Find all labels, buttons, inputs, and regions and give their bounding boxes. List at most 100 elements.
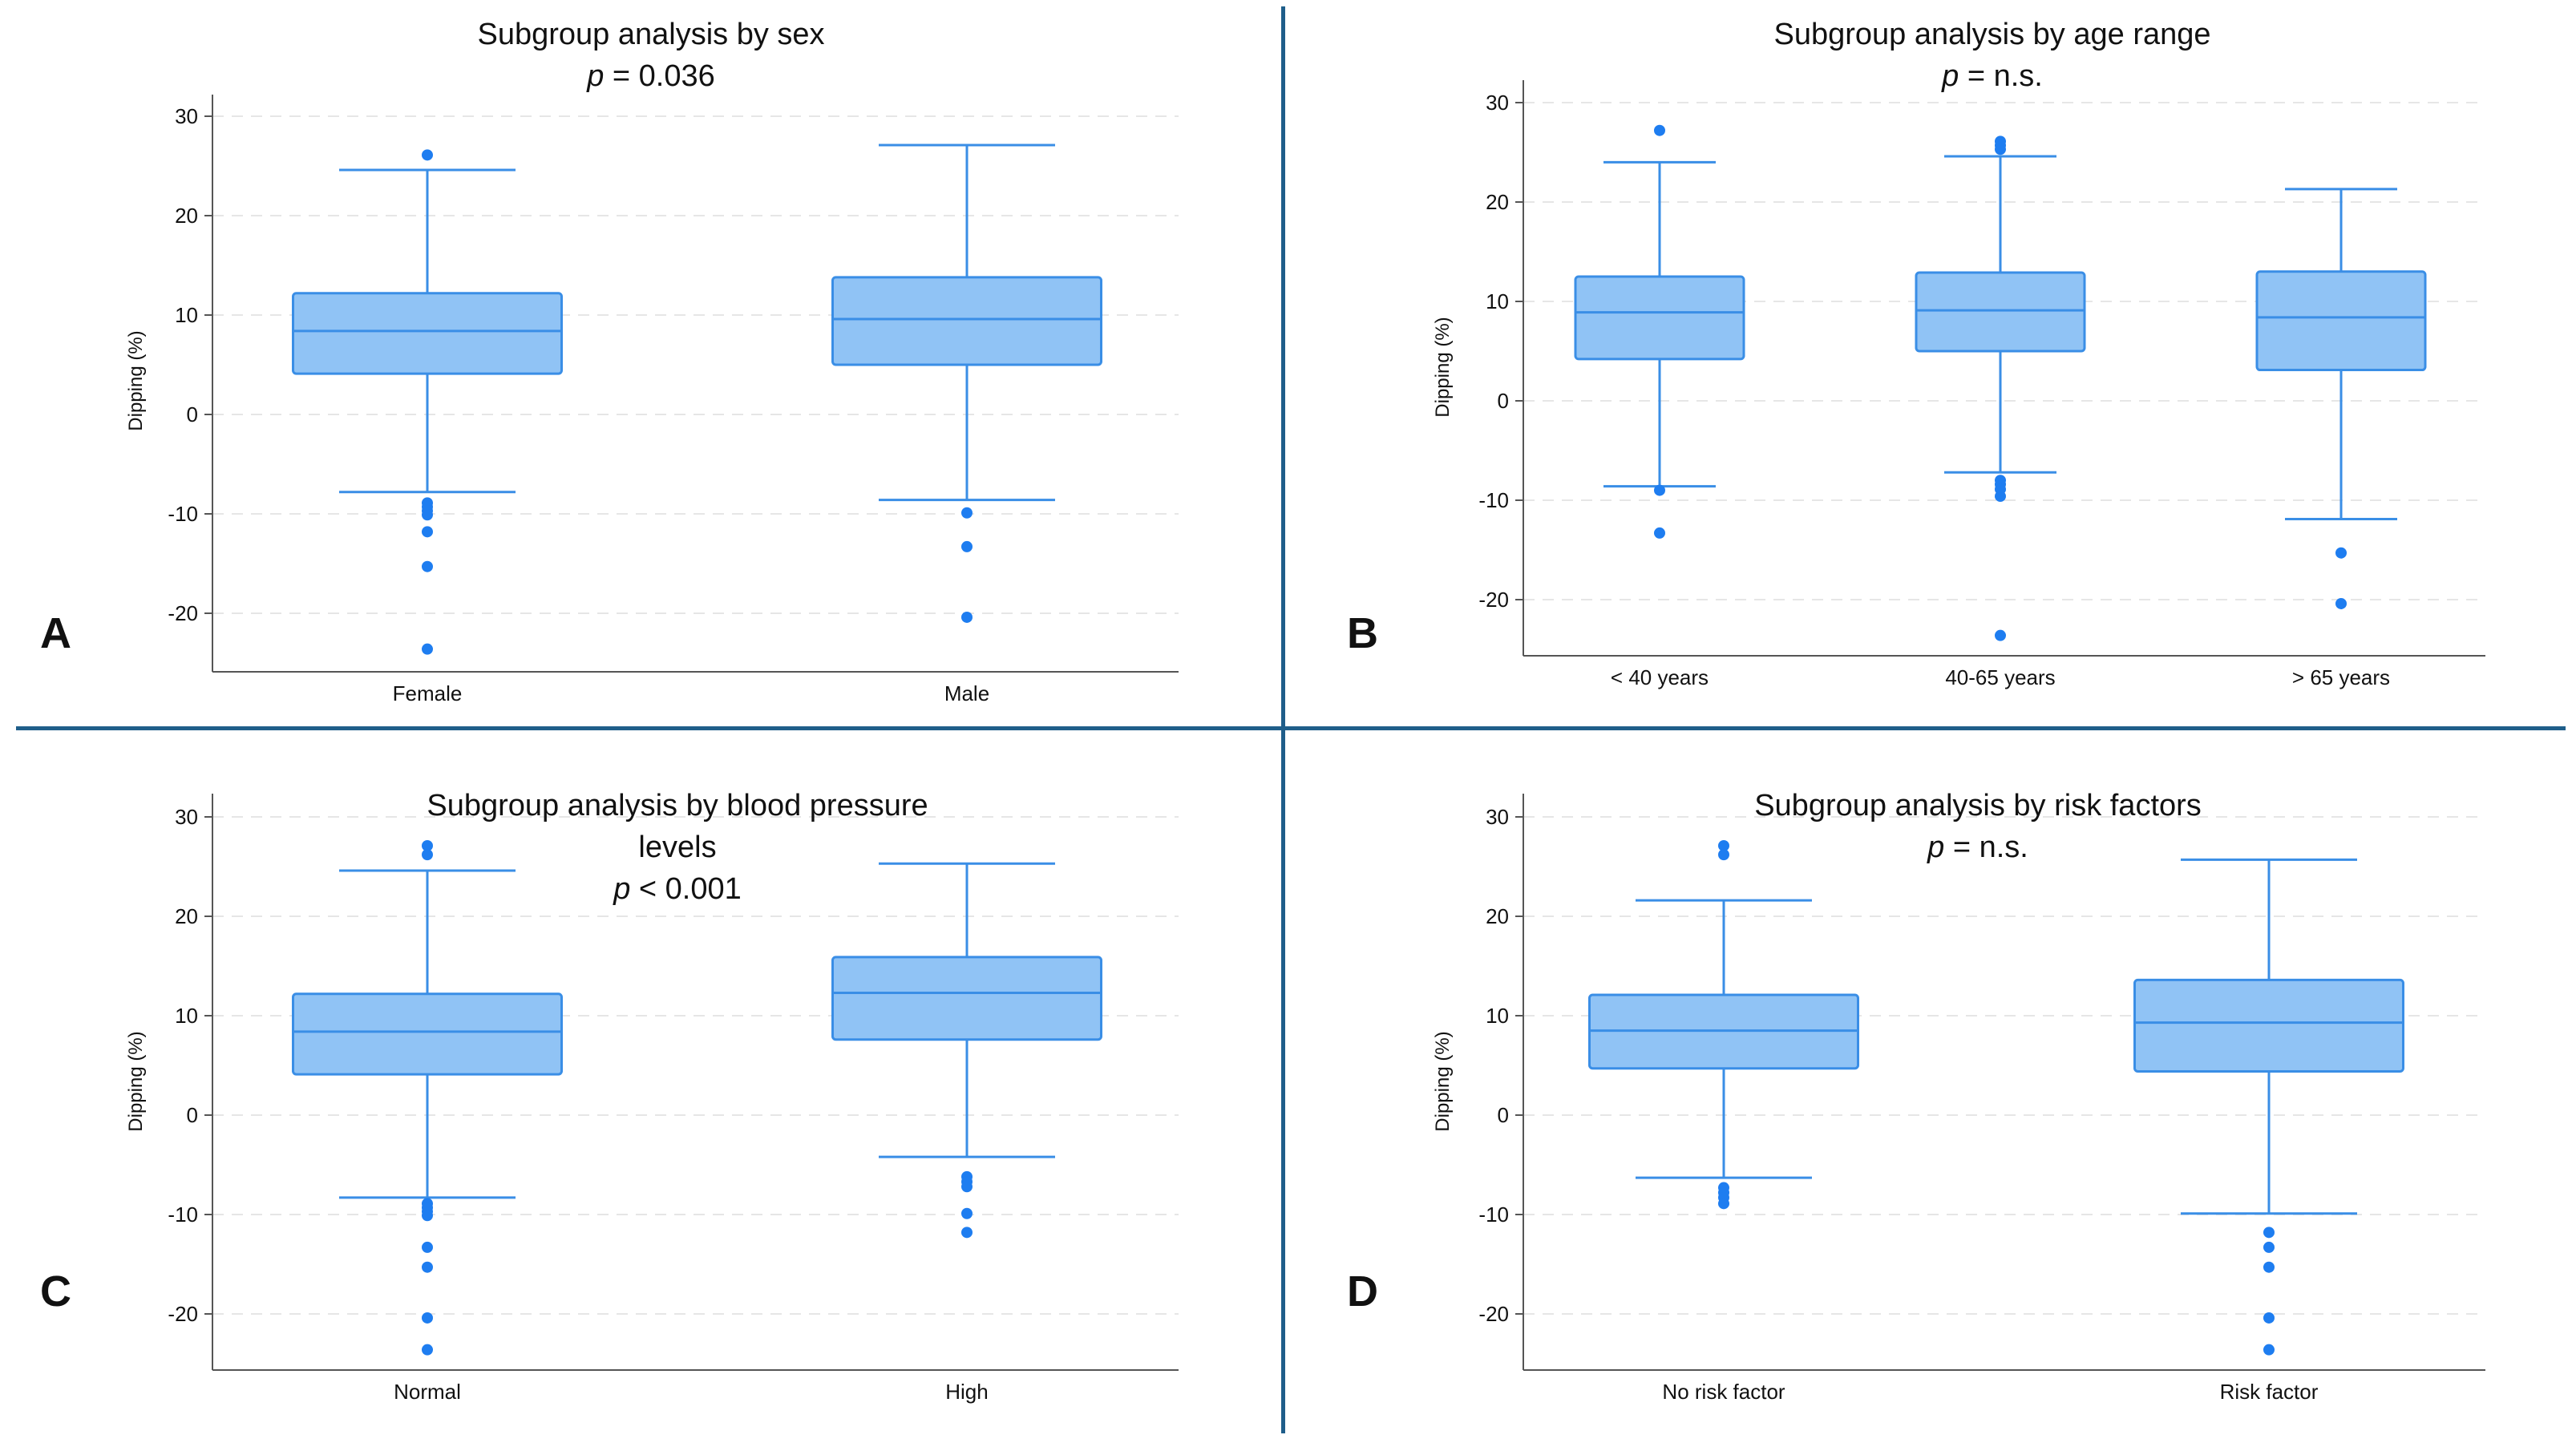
y-tick-label: -10 xyxy=(168,1202,198,1227)
panel-divider-horizontal xyxy=(16,726,2566,730)
box-group-1 xyxy=(2133,858,2404,1356)
y-tick-label: -20 xyxy=(1478,1302,1509,1326)
panel-letter: D xyxy=(1347,1267,1378,1316)
outlier-point xyxy=(2335,597,2347,609)
panel-a-chart: 30 20 10 0 -10 -20 Dipping (%) Subgroup analysi… xyxy=(40,18,1179,705)
p-value-text: = n.s. xyxy=(1959,59,2043,93)
y-tick-label: 20 xyxy=(1486,904,1509,928)
y-tick-label: 20 xyxy=(175,204,198,228)
iqr-box xyxy=(831,276,1102,366)
box-group-1 xyxy=(831,143,1102,623)
x-category-label: High xyxy=(945,1380,988,1404)
y-tick-label: 30 xyxy=(175,104,198,128)
outlier-point xyxy=(2263,1227,2275,1239)
y-tick-label: -20 xyxy=(168,601,198,625)
box-group-1 xyxy=(1915,135,2086,641)
x-category-label: Risk factor xyxy=(2220,1380,2319,1404)
outlier-point xyxy=(422,849,433,861)
outlier-point xyxy=(422,1312,433,1324)
outlier-point xyxy=(961,1207,973,1219)
panel-b-chart: 30 20 10 0 -10 -20 Dipping (%) Subgroup analysi… xyxy=(1347,18,2485,689)
outlier-point xyxy=(961,611,973,623)
box-group-0 xyxy=(292,149,563,655)
y-tick-label: 30 xyxy=(1486,805,1509,829)
x-category-label: Male xyxy=(944,681,989,705)
outlier-point xyxy=(1654,484,1665,496)
y-tick-label: 0 xyxy=(187,1103,198,1127)
chart-title-line: levels xyxy=(638,831,716,864)
x-category-label: Female xyxy=(393,681,463,705)
p-value-label: p = n.s. xyxy=(1941,59,2043,93)
x-category-label: 40-65 years xyxy=(1945,665,2055,689)
panel-divider-vertical xyxy=(1281,6,1285,1433)
y-tick-label: 10 xyxy=(1486,289,1509,313)
outlier-point xyxy=(422,1210,433,1222)
outlier-point xyxy=(961,507,973,519)
y-tick-label: -10 xyxy=(168,502,198,526)
x-category-label: No risk factor xyxy=(1662,1380,1785,1404)
iqr-box xyxy=(292,992,563,1076)
y-tick-label: 0 xyxy=(187,402,198,426)
outlier-point xyxy=(1718,849,1729,861)
outlier-point xyxy=(422,509,433,521)
outlier-point xyxy=(2335,547,2347,559)
outlier-point xyxy=(422,1261,433,1273)
outlier-point xyxy=(961,1227,973,1239)
outlier-point xyxy=(2263,1312,2275,1324)
box-group-0 xyxy=(292,839,563,1356)
outlier-point xyxy=(422,560,433,572)
panel-letter: A xyxy=(40,609,71,657)
panel-d-chart: 30 20 10 0 -10 -20 Dipping (%) Subgroup analysi… xyxy=(1347,789,2485,1404)
outlier-point xyxy=(422,839,433,851)
box-group-2 xyxy=(2255,188,2427,609)
outlier-point xyxy=(1995,629,2006,641)
outlier-point xyxy=(1654,124,1665,136)
y-tick-label: 30 xyxy=(175,805,198,829)
y-tick-label: 10 xyxy=(1486,1004,1509,1028)
x-category-label: > 65 years xyxy=(2292,665,2390,689)
p-symbol: p xyxy=(613,872,630,906)
y-tick-label: 30 xyxy=(1486,91,1509,115)
outlier-point xyxy=(961,1181,973,1193)
panel-letter: C xyxy=(40,1267,71,1316)
p-value-text: = n.s. xyxy=(1944,831,2028,864)
chart-title-line: Subgroup analysis by sex xyxy=(477,18,824,51)
iqr-box xyxy=(292,292,563,375)
outlier-point xyxy=(2263,1344,2275,1356)
p-value-label: p = n.s. xyxy=(1927,831,2028,864)
box-group-1 xyxy=(831,862,1102,1239)
x-category-label: Normal xyxy=(394,1380,461,1404)
y-tick-label: -10 xyxy=(1478,1202,1509,1227)
x-category-label: < 40 years xyxy=(1611,665,1709,689)
outlier-point xyxy=(1995,143,2006,156)
iqr-box xyxy=(831,956,1102,1041)
box-group-0 xyxy=(1574,124,1745,539)
chart-title-line: Subgroup analysis by blood pressure xyxy=(427,789,928,823)
y-axis-label: Dipping (%) xyxy=(1432,1031,1454,1131)
outlier-point xyxy=(422,526,433,538)
outlier-point xyxy=(961,540,973,552)
p-value-text: < 0.001 xyxy=(630,872,741,906)
y-tick-label: 10 xyxy=(175,1004,198,1028)
y-tick-label: 20 xyxy=(1486,190,1509,214)
outlier-point xyxy=(1654,527,1665,539)
iqr-box xyxy=(2255,270,2427,372)
p-value-label: p < 0.001 xyxy=(613,872,742,906)
y-tick-label: 20 xyxy=(175,904,198,928)
outlier-point xyxy=(2263,1261,2275,1273)
outlier-point xyxy=(422,643,433,655)
y-tick-label: 0 xyxy=(1498,1103,1509,1127)
y-tick-label: 0 xyxy=(1498,389,1509,413)
outlier-point xyxy=(422,1344,433,1356)
p-symbol: p xyxy=(586,59,604,93)
outlier-point xyxy=(2263,1241,2275,1253)
outlier-point xyxy=(1995,491,2006,503)
box-group-0 xyxy=(1588,839,1859,1210)
chart-title-line: Subgroup analysis by risk factors xyxy=(1754,789,2202,823)
outlier-point xyxy=(422,149,433,161)
outlier-point xyxy=(1718,839,1729,851)
outlier-point xyxy=(1718,1198,1729,1210)
y-tick-label: -10 xyxy=(1478,488,1509,512)
y-axis-label: Dipping (%) xyxy=(125,1031,147,1131)
